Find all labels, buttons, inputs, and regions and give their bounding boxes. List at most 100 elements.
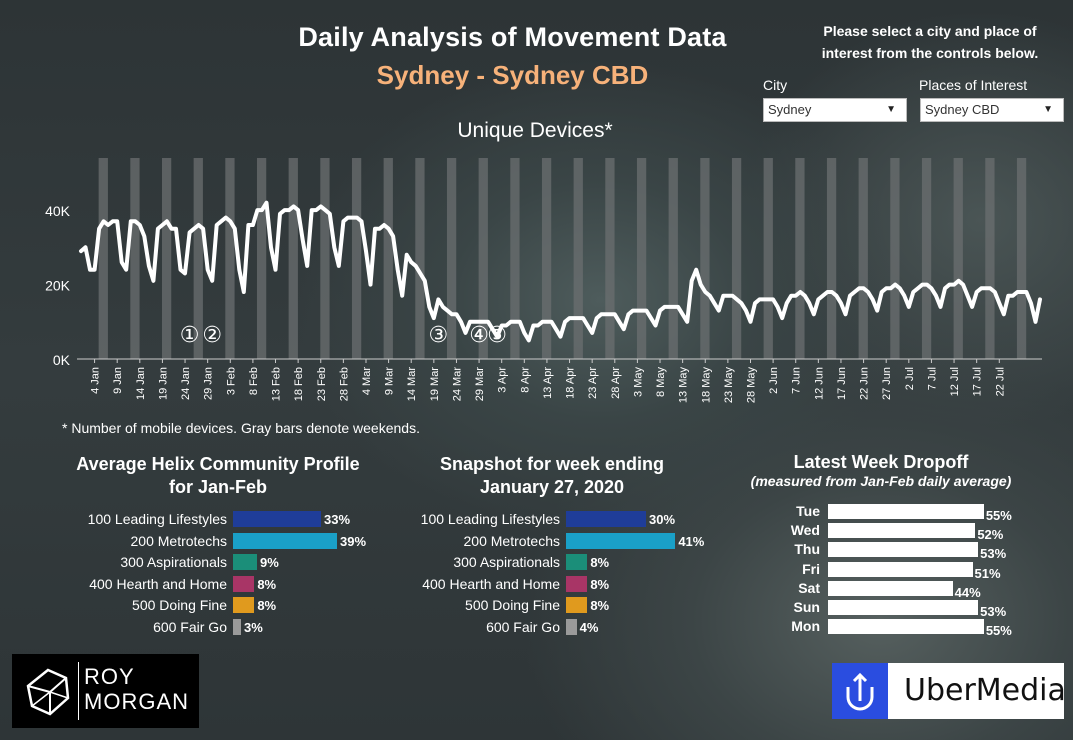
bar: [566, 575, 588, 592]
bar-row: 200 Metrotechs 39%: [0, 531, 400, 553]
dropoff-title: Latest Week Dropoff: [793, 452, 969, 472]
city-label: City: [763, 77, 788, 93]
x-tick-label: 17 Jun: [836, 367, 848, 400]
weekend-bar: [573, 158, 583, 359]
bar-value-label: 39%: [340, 533, 367, 549]
dropoff-bar: [828, 542, 979, 558]
weekend-bar: [1016, 158, 1027, 359]
weekend-bar: [288, 158, 298, 359]
x-tick-label: 23 Apr: [587, 367, 599, 399]
helix-avg-title: Average Helix Community Profile for Jan-…: [48, 453, 388, 499]
x-tick-label: 13 Apr: [542, 367, 554, 399]
bar-row: 100 Leading Lifestyles 33%: [0, 509, 400, 531]
dropoff-bar: [828, 523, 976, 539]
place-select-value: Sydney CBD: [925, 102, 1000, 117]
bar-value-label: 33%: [324, 512, 351, 527]
bar-value-label: 8%: [590, 576, 610, 592]
bar: [233, 575, 255, 592]
city-select-value: Sydney: [768, 102, 812, 117]
y-tick-label: 40K: [45, 203, 71, 219]
weekend-bar: [383, 158, 393, 359]
x-tick-label: 28 Feb: [338, 367, 350, 401]
bar: [233, 597, 255, 613]
dropoff-day-label: Fri: [802, 560, 820, 577]
helix-avg-title-line1: Average Helix Community Profile: [76, 454, 360, 474]
weekend-bar: [161, 158, 172, 359]
x-tick-label: 2 Jul: [904, 367, 916, 390]
dropoff-value-label: 53%: [980, 604, 1007, 619]
bar-row: 300 Aspirationals 9%: [0, 552, 400, 574]
weekend-bar: [605, 158, 615, 359]
bar-row: 600 Fair Go 4%: [0, 617, 740, 639]
chevron-down-icon: ▼: [886, 104, 896, 115]
bar: [566, 511, 646, 527]
dropoff-chart: Tue 55% Wed 52% Thu 53% Fri 51% Sat 44% Sun 53% Mon 5…: [770, 502, 1060, 642]
x-tick-label: 18 Feb: [293, 367, 305, 401]
weekend-bar: [826, 158, 837, 359]
helix-avg-chart: 100 Leading Lifestyles 33% 200 Metrotechs 3…: [0, 509, 400, 641]
x-tick-label: 7 Jul: [926, 367, 938, 390]
weekend-bar: [953, 158, 963, 359]
dropoff-bar: [828, 504, 984, 519]
helix-snapshot-title-line1: Snapshot for week ending: [439, 454, 665, 474]
dropoff-bar: [828, 580, 953, 596]
x-tick-label: 9 Jan: [112, 367, 124, 394]
x-tick-label: 29 Jan: [203, 367, 215, 400]
x-tick-label: 13 May: [678, 367, 690, 404]
event-annotation: ③: [428, 323, 448, 348]
weekend-bar: [636, 158, 647, 359]
x-tick-label: 13 Feb: [271, 367, 283, 401]
helix-avg-title-line2: for Jan-Feb: [168, 477, 267, 497]
helix-snapshot-chart: 100 Leading Lifestyles 30% 200 Metrotechs 4…: [0, 509, 740, 641]
x-tick-label: 9 Mar: [384, 367, 396, 395]
x-tick-label: 24 Mar: [451, 367, 463, 402]
x-tick-label: 8 Feb: [248, 367, 260, 395]
dropoff-bar: [828, 561, 973, 577]
bar: [233, 554, 257, 570]
x-tick-label: 8 Apr: [519, 367, 531, 393]
dropoff-day-label: Sat: [798, 579, 820, 596]
bar-value-label: 4%: [579, 619, 599, 635]
x-tick-label: 12 Jun: [813, 367, 825, 400]
event-annotation: ②: [202, 323, 222, 348]
bar: [566, 618, 577, 635]
bar-category-label: 300 Aspirationals: [453, 554, 560, 570]
city-select[interactable]: Sydney ▼: [763, 98, 907, 122]
bar: [233, 618, 241, 635]
helix-snapshot-title-line2: January 27, 2020: [479, 477, 625, 497]
series-line-unique-devices: [79, 200, 1042, 343]
bar-row: 400 Hearth and Home 8%: [0, 574, 740, 596]
chart-title: Unique Devices*: [457, 119, 613, 142]
weekend-bar: [890, 158, 900, 359]
bar-category-label: 200 Metrotechs: [463, 532, 561, 549]
bar-row: 500 Doing Fine 8%: [0, 595, 740, 617]
x-tick-label: 29 Mar: [474, 367, 486, 402]
bar-row: 200 Metrotechs 41%: [0, 531, 740, 553]
bar: [566, 554, 588, 570]
dropoff-value-label: 52%: [977, 527, 1004, 543]
bar-row: 400 Hearth and Home 8%: [0, 574, 400, 596]
roy-morgan-line2: MORGAN: [84, 689, 189, 714]
x-tick-label: 19 Mar: [429, 367, 441, 402]
weekend-bar: [320, 158, 330, 359]
weekend-bar: [225, 158, 235, 359]
bar-category-label: 500 Doing Fine: [132, 597, 227, 613]
place-select[interactable]: Sydney CBD ▼: [920, 98, 1064, 122]
event-annotation: ①: [180, 323, 200, 348]
weekend-bar: [415, 158, 425, 359]
bar-category-label: 200 Metrotechs: [130, 532, 228, 549]
weekend-bar: [510, 158, 520, 359]
chevron-down-icon: ▼: [1043, 104, 1053, 115]
weekend-bar: [858, 158, 868, 359]
bar-value-label: 9%: [260, 555, 279, 570]
bar-value-label: 8%: [257, 576, 277, 592]
bar-row: 100 Leading Lifestyles 30%: [0, 509, 740, 531]
dropoff-day-label: Sun: [793, 599, 820, 615]
x-tick-label: 18 May: [700, 367, 712, 404]
x-tick-label: 4 Jan: [90, 367, 102, 394]
x-tick-label: 22 Jun: [859, 367, 871, 400]
dropoff-bar: [828, 600, 979, 615]
roy-morgan-logo: ROY MORGAN: [12, 654, 199, 728]
x-tick-label: 7 Jun: [791, 367, 803, 394]
ubermedia-text: UberMedia: [904, 673, 1066, 708]
